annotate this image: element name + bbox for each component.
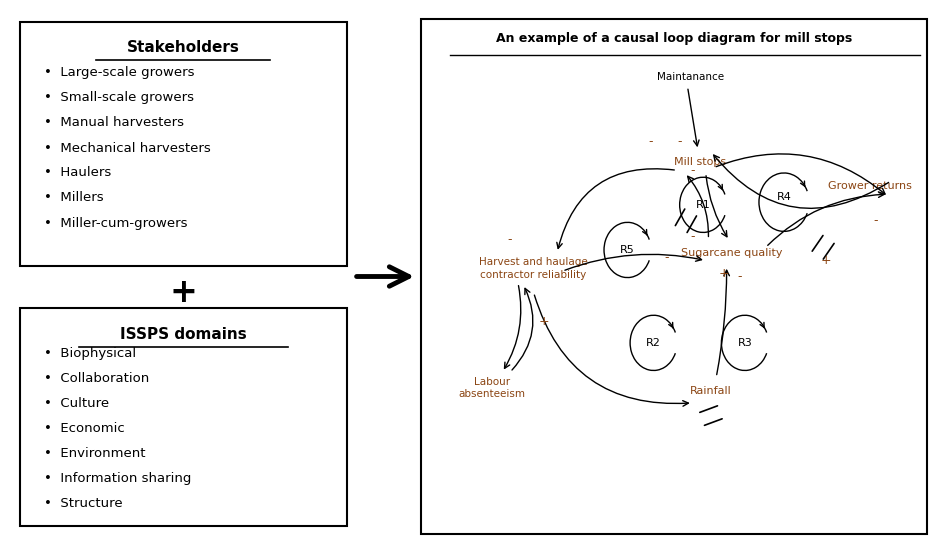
Text: •  Information sharing: • Information sharing <box>44 472 192 486</box>
Text: Rainfall: Rainfall <box>690 385 732 395</box>
Text: •  Millers: • Millers <box>44 191 103 205</box>
Text: •  Miller-cum-growers: • Miller-cum-growers <box>44 217 188 230</box>
Text: R5: R5 <box>620 245 634 255</box>
Text: Stakeholders: Stakeholders <box>127 40 240 55</box>
Text: •  Mechanical harvesters: • Mechanical harvesters <box>44 142 211 154</box>
Text: -: - <box>737 270 742 283</box>
Text: •  Culture: • Culture <box>44 398 109 410</box>
Text: Maintanance: Maintanance <box>656 72 724 82</box>
FancyBboxPatch shape <box>421 19 928 534</box>
Text: •  Haulers: • Haulers <box>44 166 112 180</box>
Text: +: + <box>169 276 197 309</box>
Text: Mill stops: Mill stops <box>675 158 727 168</box>
Text: R3: R3 <box>738 338 752 348</box>
Text: -: - <box>691 164 695 177</box>
Text: +: + <box>719 267 729 280</box>
Text: -: - <box>508 233 512 246</box>
Text: R2: R2 <box>646 338 661 348</box>
Text: R1: R1 <box>696 200 711 210</box>
Text: •  Biophysical: • Biophysical <box>44 347 136 360</box>
Text: •  Large-scale growers: • Large-scale growers <box>44 66 195 79</box>
Text: •  Manual harvesters: • Manual harvesters <box>44 116 184 129</box>
Text: •  Environment: • Environment <box>44 447 146 460</box>
Text: R4: R4 <box>776 192 791 202</box>
Text: -: - <box>665 252 669 264</box>
Text: ISSPS domains: ISSPS domains <box>120 327 246 342</box>
Text: +: + <box>821 254 831 267</box>
Text: •  Small-scale growers: • Small-scale growers <box>44 91 195 103</box>
Text: -: - <box>649 134 653 148</box>
Text: Harvest and haulage
contractor reliability: Harvest and haulage contractor reliabili… <box>479 257 588 280</box>
Text: +: + <box>539 315 549 328</box>
Text: Labour
absenteeism: Labour absenteeism <box>459 377 525 399</box>
Text: -: - <box>873 214 878 227</box>
Text: •  Economic: • Economic <box>44 422 125 435</box>
FancyBboxPatch shape <box>20 309 347 526</box>
Text: An example of a causal loop diagram for mill stops: An example of a causal loop diagram for … <box>496 32 853 45</box>
FancyBboxPatch shape <box>20 22 347 266</box>
Text: Sugarcane quality: Sugarcane quality <box>682 248 783 258</box>
Text: •  Collaboration: • Collaboration <box>44 373 149 385</box>
Text: -: - <box>678 134 682 148</box>
Text: •  Structure: • Structure <box>44 497 123 510</box>
Text: Grower returns: Grower returns <box>828 181 912 191</box>
Text: -: - <box>691 230 695 243</box>
